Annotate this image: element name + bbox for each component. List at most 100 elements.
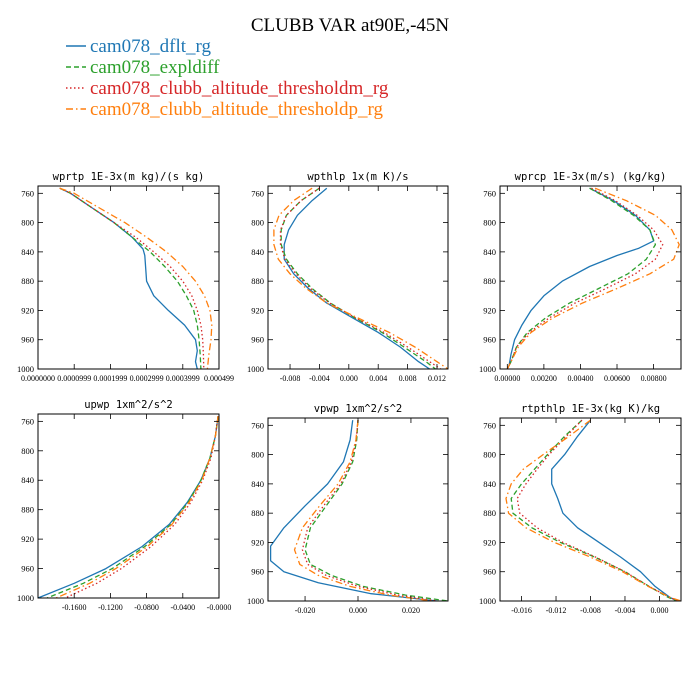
y-tick-label: 920 — [21, 305, 34, 315]
x-tick-label: -0.0400 — [170, 603, 195, 612]
x-tick-label: 0.0003999 — [166, 374, 200, 383]
y-tick-label: 1000 — [17, 593, 34, 603]
x-tick-label: 0.000 — [650, 606, 668, 615]
x-tick-label: 0.00800 — [641, 374, 667, 383]
series-line-4 — [505, 419, 681, 601]
plot-frame — [267, 417, 449, 602]
series-line-3 — [64, 416, 219, 598]
plot-frame — [499, 417, 682, 602]
x-tick-label: 0.00400 — [567, 374, 593, 383]
figure-title: CLUBB VAR at90E,-45N — [251, 15, 450, 36]
y-tick-label: 880 — [21, 505, 34, 515]
x-tick-label: -0.008 — [580, 606, 601, 615]
y-tick-label: 960 — [21, 335, 34, 345]
y-tick-label: 960 — [21, 564, 34, 574]
y-tick-label: 840 — [21, 475, 34, 485]
x-tick-label: -0.016 — [511, 606, 532, 615]
plot-frame — [37, 413, 220, 599]
series-line-1 — [506, 187, 655, 369]
panel-title: wprcp 1E-3x(m/s) (kg/kg) — [515, 171, 667, 183]
y-tick-label: 920 — [251, 305, 264, 315]
x-tick-label: 0.0000999 — [57, 374, 91, 383]
x-tick-label: 0.000499 — [204, 374, 234, 383]
y-tick-label: 840 — [251, 479, 264, 489]
y-tick-label: 840 — [483, 247, 496, 257]
series-line-2 — [280, 187, 436, 369]
panel-title: upwp 1xm^2/s^2 — [84, 399, 173, 411]
y-tick-label: 920 — [483, 305, 496, 315]
series-line-2 — [59, 187, 202, 369]
y-tick-label: 920 — [251, 537, 264, 547]
x-tick-label: -0.004 — [615, 606, 636, 615]
panel-2: wpthlp 1x(m K)/s 760 800 840 880 920 960 1000 -0… — [247, 171, 449, 383]
x-tick-label: 0.004 — [369, 374, 387, 383]
y-tick-label: 800 — [483, 450, 496, 460]
y-tick-label: 1000 — [247, 364, 264, 374]
y-tick-label: 1000 — [17, 364, 34, 374]
y-tick-label: 880 — [251, 276, 264, 286]
x-tick-label: -0.0000 — [207, 603, 232, 612]
y-tick-label: 880 — [483, 276, 496, 286]
y-tick-label: 800 — [21, 446, 34, 456]
panel-title: rtpthlp 1E-3x(kg K)/kg — [521, 403, 660, 415]
series-line-3 — [279, 187, 442, 369]
panel-grid: wprtp 1E-3x(m kg)/(s kg) 760 800 840 880 920 9… — [17, 171, 682, 615]
panel-3: wprcp 1E-3x(m/s) (kg/kg) 760 800 840 880 920 9… — [479, 171, 682, 383]
y-tick-label: 800 — [483, 218, 496, 228]
series-line-4 — [506, 187, 680, 369]
series-line-4 — [293, 420, 433, 601]
x-tick-label: 0.012 — [428, 374, 446, 383]
series-line-4 — [59, 187, 213, 369]
x-tick-label: -0.1200 — [98, 603, 123, 612]
x-tick-label: 0.000 — [340, 374, 358, 383]
y-tick-label: 760 — [483, 188, 496, 198]
x-tick-label: 0.00200 — [531, 374, 557, 383]
series-line-3 — [506, 187, 664, 369]
x-tick-label: 0.008 — [399, 374, 417, 383]
series-line-2 — [510, 419, 677, 601]
panel-6: rtpthlp 1E-3x(kg K)/kg 760 800 840 880 920 960… — [479, 403, 682, 615]
series-line-2 — [506, 187, 657, 369]
x-tick-label: 0.0000000 — [21, 374, 55, 383]
legend: cam078_dflt_rgcam078_expldiffcam078_club… — [66, 36, 389, 120]
y-tick-label: 760 — [21, 416, 34, 426]
y-tick-label: 760 — [483, 420, 496, 430]
legend-label-2: cam078_expldiff — [90, 57, 220, 78]
x-tick-label: 0.000 — [349, 606, 367, 615]
y-tick-label: 1000 — [479, 364, 496, 374]
y-tick-label: 800 — [251, 218, 264, 228]
series-line-1 — [59, 187, 198, 369]
plot-frame — [267, 185, 449, 370]
y-tick-label: 800 — [251, 450, 264, 460]
y-tick-label: 800 — [21, 218, 34, 228]
series-line-3 — [301, 420, 438, 601]
y-tick-label: 920 — [21, 534, 34, 544]
panel-title: wpthlp 1x(m K)/s — [307, 171, 408, 183]
panel-1: wprtp 1E-3x(m kg)/(s kg) 760 800 840 880 920 9… — [17, 171, 234, 383]
x-tick-label: -0.0800 — [134, 603, 159, 612]
y-tick-label: 760 — [251, 420, 264, 430]
y-tick-label: 840 — [251, 247, 264, 257]
y-tick-label: 880 — [21, 276, 34, 286]
y-tick-label: 1000 — [479, 596, 496, 606]
y-tick-label: 960 — [483, 567, 496, 577]
y-tick-label: 760 — [21, 188, 34, 198]
y-tick-label: 840 — [483, 479, 496, 489]
series-line-1 — [269, 420, 438, 601]
x-tick-label: -0.008 — [280, 374, 301, 383]
series-line-4 — [55, 416, 219, 598]
y-tick-label: 960 — [251, 335, 264, 345]
x-tick-label: 0.0002999 — [130, 374, 164, 383]
y-tick-label: 880 — [483, 508, 496, 518]
legend-label-4: cam078_clubb_altitude_thresholdp_rg — [90, 99, 384, 120]
plot-frame — [499, 185, 682, 370]
panel-title: vpwp 1xm^2/s^2 — [314, 403, 403, 415]
panel-5: vpwp 1xm^2/s^2 760 800 840 880 920 960 1000 -0.0… — [247, 403, 449, 615]
x-tick-label: -0.004 — [309, 374, 330, 383]
y-tick-label: 960 — [483, 335, 496, 345]
series-line-1 — [38, 416, 219, 598]
y-tick-label: 1000 — [247, 596, 264, 606]
panel-title: wprtp 1E-3x(m kg)/(s kg) — [53, 171, 205, 183]
series-line-3 — [516, 419, 679, 601]
